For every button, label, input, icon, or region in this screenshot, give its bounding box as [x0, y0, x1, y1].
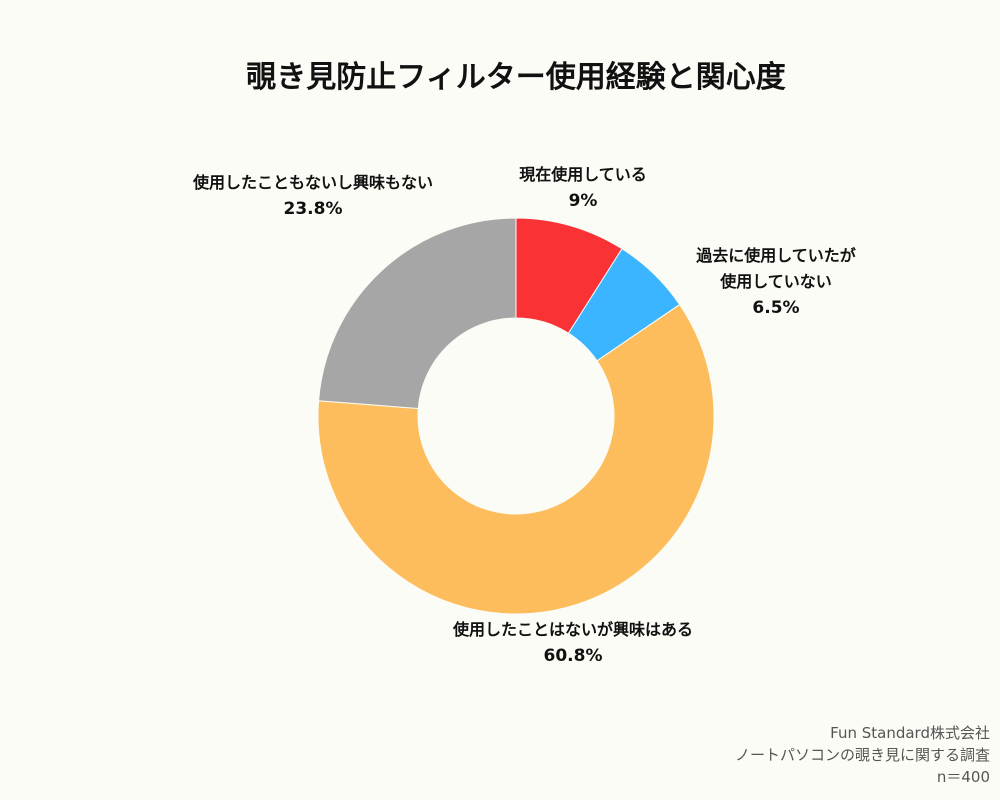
slice — [317, 303, 715, 615]
slice — [318, 217, 517, 410]
category-label: 過去に使用していたが 使用していない — [696, 246, 856, 291]
notes: Fun Standard株式会社 ノートパソコンの覗き見に関する調査 n＝400 — [735, 722, 990, 788]
value-label: 60.8% — [543, 646, 603, 666]
value-label: 9% — [568, 191, 598, 211]
slice-label: 使用したことはないが興味はある 60.8% — [453, 617, 693, 669]
note: n＝400 — [936, 768, 990, 786]
slice-label: 過去に使用していたが 使用していない 6.5% — [696, 243, 856, 321]
note: ノートパソコンの覗き見に関する調査 — [734, 746, 990, 764]
chart-title: 覗き見防止フィルター使用経験と関心度 — [246, 60, 786, 95]
category-label: 使用したことはないが興味はある — [452, 620, 694, 639]
slice-label: 使用したこともないし興味もない 23.8% — [193, 170, 433, 222]
note: Fun Standard株式会社 — [830, 724, 990, 742]
value-label: 23.8% — [283, 199, 343, 219]
category-label: 現在使用している — [519, 165, 647, 184]
slice-label: 現在使用している 9% — [519, 162, 647, 214]
value-label: 6.5% — [752, 298, 800, 318]
category-label: 使用したこともないし興味もない — [192, 173, 434, 192]
